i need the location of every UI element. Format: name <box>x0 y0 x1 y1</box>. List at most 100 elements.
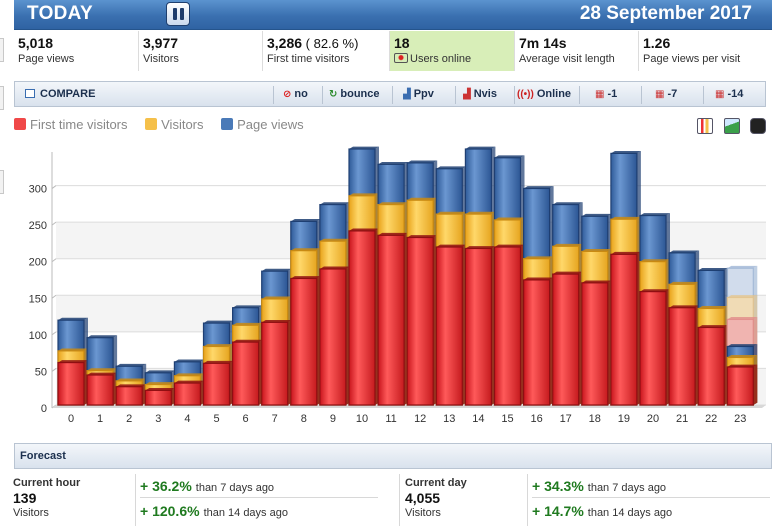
bar-first-time-visitors <box>57 360 88 406</box>
compare-minus14-button[interactable]: ▦ -14 <box>715 88 744 100</box>
compare-bounce-button[interactable]: ↻ bounce <box>329 88 380 100</box>
chart-legend: First time visitors Visitors Page views <box>14 117 318 132</box>
y-tick-label: 300 <box>29 184 47 196</box>
stat-label: Page views <box>18 53 75 65</box>
compare-no-button[interactable]: ⊘ no <box>283 88 308 100</box>
x-tick-label: 1 <box>97 413 103 425</box>
bar-first-time-visitors <box>261 319 292 406</box>
stat-label: First time visitors <box>267 53 350 65</box>
x-tick-label: 17 <box>560 413 572 425</box>
current-day-unit: Visitors <box>405 507 441 519</box>
stat-visitors: 3,977 Visitors <box>139 31 263 71</box>
compare-minus1-button[interactable]: ▦ -1 <box>595 88 618 100</box>
bar-first-time-visitors <box>144 387 176 406</box>
chart-tools <box>691 118 766 139</box>
bar-first-time-visitors <box>115 384 147 406</box>
side-tab[interactable] <box>0 170 4 194</box>
pause-button[interactable] <box>166 2 190 26</box>
y-tick-label: 100 <box>29 330 47 342</box>
x-tick-label: 7 <box>272 413 278 425</box>
bar-first-time-visitors <box>493 244 525 406</box>
x-tick-label: 13 <box>443 413 455 425</box>
broadcast-icon: ((•)) <box>517 89 534 100</box>
chart-icon: ▟ <box>403 89 411 100</box>
stat-label: Visitors <box>143 53 179 65</box>
day-change-7: + 34.3% than 7 days ago <box>532 478 667 494</box>
calendar-icon: ▦ <box>655 89 665 100</box>
legend-item-first-time[interactable]: First time visitors <box>14 117 128 132</box>
stat-value: 3,286 ( 82.6 %) <box>267 35 359 51</box>
compare-nvis-button[interactable]: ▟ Nvis <box>463 88 497 100</box>
current-day-label: Current day <box>405 477 467 489</box>
legend-item-visitors[interactable]: Visitors <box>145 117 204 132</box>
bar-first-time-visitors <box>464 246 496 406</box>
live-icon <box>394 53 408 63</box>
bar-chart-icon[interactable] <box>697 118 714 134</box>
compare-icon <box>25 89 35 98</box>
current-day: Current day 4,055 Visitors <box>405 477 467 519</box>
header-bar: TODAY 28 September 2017 <box>14 0 772 30</box>
compare-toolbar: COMPARE ⊘ no ↻ bounce ▟ Ppv ▟ Nvis ((•)) Onli… <box>14 81 766 107</box>
y-tick-label: 0 <box>41 403 47 415</box>
side-tab[interactable] <box>0 38 4 62</box>
stat-ppv: 1.26 Page views per visit <box>639 31 772 71</box>
calendar-icon: ▦ <box>715 89 725 100</box>
current-hour-unit: Visitors <box>13 507 49 519</box>
bar-first-time-visitors <box>668 305 700 406</box>
x-tick-label: 2 <box>126 413 132 425</box>
no-icon: ⊘ <box>283 89 292 100</box>
x-tick-label: 18 <box>589 413 601 425</box>
bar-first-time-visitors <box>348 228 379 406</box>
bar-first-time-visitors <box>202 360 234 406</box>
compare-minus7-button[interactable]: ▦ -7 <box>655 88 678 100</box>
compare-ppv-button[interactable]: ▟ Ppv <box>403 88 434 100</box>
compare-online-button[interactable]: ((•)) Online <box>517 88 572 100</box>
y-tick-label: 200 <box>29 257 47 269</box>
bounce-icon: ↻ <box>329 89 338 100</box>
x-tick-label: 4 <box>184 413 190 425</box>
date-label: 28 September 2017 <box>579 3 752 24</box>
x-tick-label: 23 <box>734 413 746 425</box>
bar-first-time-visitors <box>552 271 583 406</box>
stat-users-online[interactable]: 18 Users online <box>390 31 515 71</box>
stat-label: Page views per visit <box>643 53 741 65</box>
side-tab[interactable] <box>0 86 4 110</box>
day-change-14: + 14.7% than 14 days ago <box>532 503 673 519</box>
x-tick-label: 15 <box>501 413 513 425</box>
bar-first-time-visitors <box>290 276 321 406</box>
stat-value: 3,977 <box>143 35 179 51</box>
stat-page-views: 5,018 Page views <box>14 31 139 71</box>
y-tick-label: 250 <box>29 220 47 232</box>
bar-first-time-visitors <box>173 380 205 406</box>
x-tick-label: 21 <box>676 413 688 425</box>
current-hour: Current hour 139 Visitors <box>13 477 80 519</box>
bar-first-time-visitors <box>86 372 118 406</box>
hour-change-14: + 120.6% than 14 days ago <box>140 503 288 519</box>
x-tick-label: 11 <box>385 413 396 425</box>
calendar-icon: ▦ <box>595 89 605 100</box>
bar-first-time-visitors <box>697 325 729 406</box>
area-chart-icon[interactable] <box>723 118 740 134</box>
stat-value: 7m 14s <box>519 35 567 51</box>
chart-icon: ▟ <box>463 89 471 100</box>
bar-first-time-visitors <box>232 339 263 406</box>
bar-first-time-visitors <box>377 232 409 406</box>
x-tick-label: 16 <box>530 413 542 425</box>
x-tick-label: 20 <box>647 413 659 425</box>
camera-icon[interactable] <box>750 118 766 134</box>
bar-first-time-visitors <box>581 280 612 406</box>
x-tick-label: 0 <box>68 413 74 425</box>
bar-first-time-visitors <box>610 251 641 406</box>
y-tick-label: 50 <box>35 366 47 378</box>
x-tick-label: 12 <box>414 413 426 425</box>
bar-first-time-visitors <box>319 266 350 406</box>
legend-item-page-views[interactable]: Page views <box>221 117 304 132</box>
stat-label: Average visit length <box>519 53 615 65</box>
bar-first-time-visitors <box>639 289 670 406</box>
x-tick-label: 6 <box>243 413 249 425</box>
forecast-header: Forecast <box>14 443 772 469</box>
stat-visit-length: 7m 14s Average visit length <box>515 31 639 71</box>
x-tick-label: 5 <box>213 413 219 425</box>
